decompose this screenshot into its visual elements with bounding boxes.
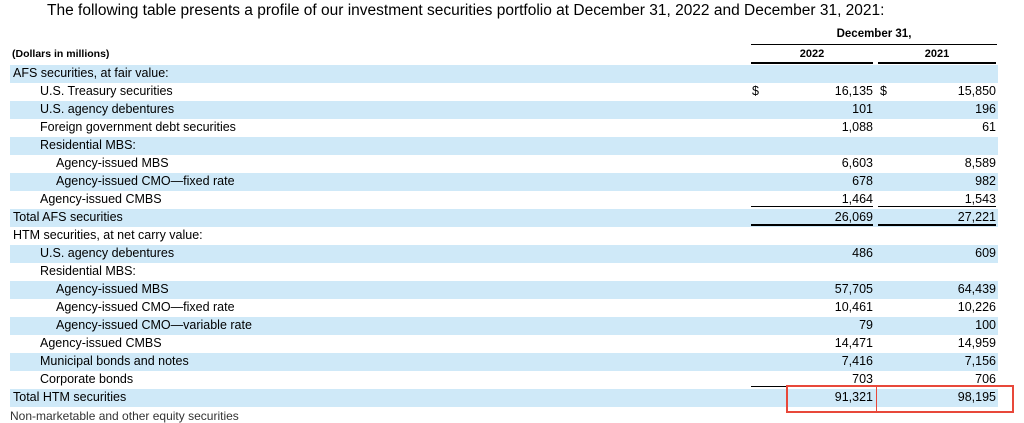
column-header-2021: 2021 (924, 48, 950, 60)
value-2022: 678 (852, 174, 873, 188)
value-2021: 15,850 (957, 84, 996, 98)
intro-text: The following table presents a profile o… (47, 2, 885, 19)
value-2021: 196 (975, 102, 996, 116)
value-2021: 100 (975, 318, 996, 332)
row-label: Agency-issued CMO—fixed rate (56, 300, 235, 314)
period-header-rule (751, 44, 997, 45)
row-label: HTM securities, at net carry value: (13, 228, 203, 242)
table-row: Agency-issued CMO—variable rate 79 100 (10, 317, 998, 335)
value-2022: 79 (859, 318, 873, 332)
row-label: Total HTM securities (13, 390, 127, 404)
row-label: Agency-issued MBS (56, 282, 169, 296)
table-row: HTM securities, at net carry value: (10, 227, 998, 245)
value-2022: 91,321 (834, 390, 873, 404)
table-row: Agency-issued CMO—fixed rate 10,461 10,2… (10, 299, 998, 317)
row-label: Foreign government debt securities (40, 120, 236, 134)
value-2021: 982 (975, 174, 996, 188)
value-2022: 6,603 (841, 156, 873, 170)
value-2022: 101 (852, 102, 873, 116)
column-header-row: (Dollars in millions) 2022 2021 (10, 44, 998, 64)
units-label: (Dollars in millions) (12, 48, 110, 60)
value-2022: 14,471 (834, 336, 873, 350)
table-row: Agency-issued CMBS 1,464 1,543 (10, 191, 998, 209)
value-2021: 10,226 (957, 300, 996, 314)
table-row: Agency-issued CMBS 14,471 14,959 (10, 335, 998, 353)
column-rule-2021 (878, 62, 996, 64)
row-label: Agency-issued MBS (56, 156, 169, 170)
column-header-2022: 2022 (799, 48, 825, 60)
table-row: Agency-issued CMO—fixed rate 678 982 (10, 173, 998, 191)
value-2022: 486 (852, 246, 873, 260)
table-row: Municipal bonds and notes 7,416 7,156 (10, 353, 998, 371)
dollar-sign: $ (880, 84, 887, 98)
value-2021: 609 (975, 246, 996, 260)
value-2021: 61 (982, 120, 996, 134)
dollar-sign: $ (752, 84, 759, 98)
table-row: Agency-issued MBS 6,603 8,589 (10, 155, 998, 173)
value-2022: 16,135 (834, 84, 873, 98)
table-row: U.S. agency debentures 101 196 (10, 101, 998, 119)
value-2022: 26,069 (751, 210, 873, 226)
highlight-box (786, 385, 1014, 413)
table-row: AFS securities, at fair value: (10, 65, 998, 83)
value-2022: 1,464 (751, 192, 873, 207)
row-label: U.S. agency debentures (40, 102, 175, 116)
value-2021: 27,221 (878, 210, 996, 226)
row-label: Residential MBS: (40, 138, 136, 152)
value-2021: 64,439 (957, 282, 996, 296)
table-row: U.S. agency debentures 486 609 (10, 245, 998, 263)
value-2021: 14,959 (957, 336, 996, 350)
row-label: Agency-issued CMO—variable rate (56, 318, 252, 332)
row-label: U.S. Treasury securities (40, 84, 173, 98)
row-label: Corporate bonds (40, 372, 134, 386)
value-2021: 8,589 (964, 156, 996, 170)
row-label: Agency-issued CMBS (40, 192, 162, 206)
value-2022: 7,416 (841, 354, 873, 368)
value-2021: 7,156 (964, 354, 996, 368)
table-row: Residential MBS: (10, 137, 998, 155)
value-2021: 98,195 (957, 390, 996, 404)
table-row: Foreign government debt securities 1,088… (10, 119, 998, 137)
row-label: Residential MBS: (40, 264, 136, 278)
value-2021: 1,543 (878, 192, 996, 207)
table-row: U.S. Treasury securities $ 16,135 $ 15,8… (10, 83, 998, 101)
table-row-total: Total HTM securities 91,321 98,195 (10, 389, 998, 407)
value-2022: 1,088 (841, 120, 873, 134)
highlight-divider (876, 387, 877, 411)
row-label: AFS securities, at fair value: (13, 66, 169, 80)
row-label: U.S. agency debentures (40, 246, 175, 260)
column-rule-2022 (751, 62, 873, 64)
table-row-total: Total AFS securities 26,069 27,221 (10, 209, 998, 227)
period-header: December 31, (836, 28, 912, 40)
row-label: Agency-issued CMBS (40, 336, 162, 350)
row-label: Agency-issued CMO—fixed rate (56, 174, 235, 188)
table-row: Agency-issued MBS 57,705 64,439 (10, 281, 998, 299)
table-row: Residential MBS: (10, 263, 998, 281)
table-row: Corporate bonds 703 706 (10, 371, 998, 389)
row-label: Total AFS securities (13, 210, 123, 224)
row-label: Municipal bonds and notes (40, 354, 189, 368)
trailing-text: Non-marketable and other equity securiti… (10, 409, 239, 423)
value-2022: 57,705 (834, 282, 873, 296)
value-2022: 10,461 (834, 300, 873, 314)
